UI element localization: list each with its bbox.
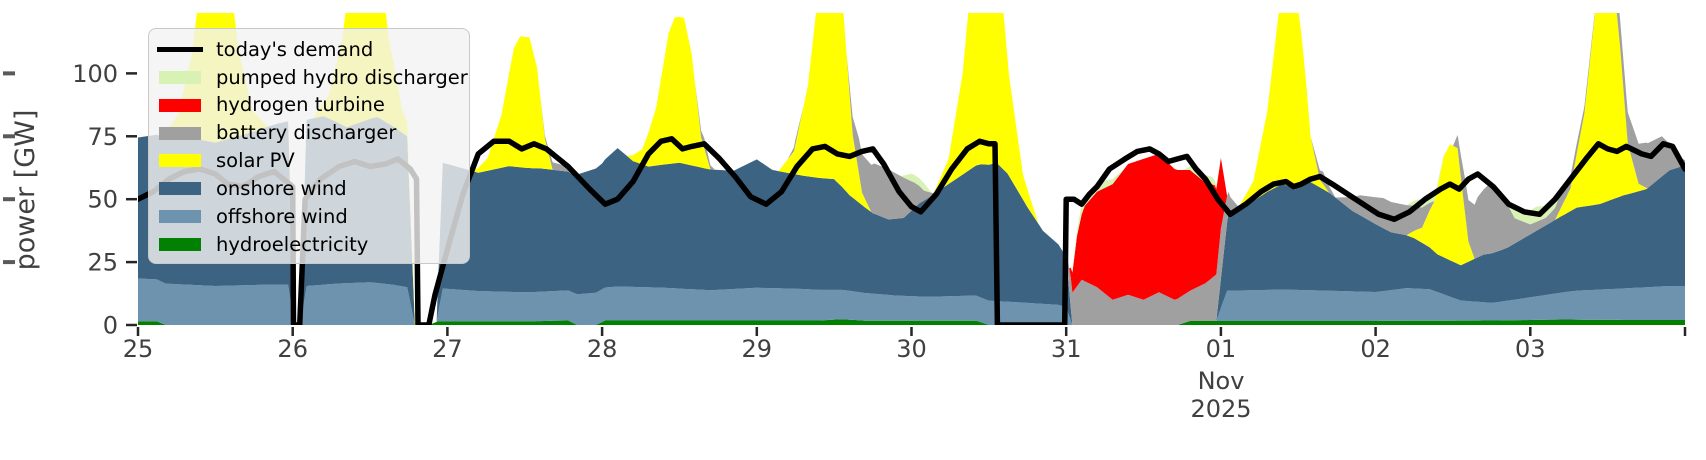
legend-label: solar PV	[216, 149, 295, 173]
x-tick-label: 30	[896, 335, 927, 363]
legend-patch-swatch-box	[156, 154, 204, 168]
legend-item: onshore wind	[156, 175, 465, 202]
legend-item: hydrogen turbine	[156, 92, 465, 119]
x-tick-label: 31	[1051, 335, 1082, 363]
legend-patch-swatch-box	[156, 210, 204, 224]
legend-patch-swatch-box	[156, 98, 204, 112]
legend-item: solar PV	[156, 147, 465, 174]
x-tick-label: 01	[1206, 335, 1237, 363]
legend-item: offshore wind	[156, 203, 465, 230]
y-tick-label: 0	[103, 312, 118, 340]
legend: today's demand pumped hydro discharger hyd…	[148, 28, 470, 264]
y-tick-label: 75	[87, 123, 118, 151]
x-tick-label: 29	[742, 335, 773, 363]
legend-item: today's demand	[156, 36, 465, 63]
y-tick-label: 25	[87, 249, 118, 277]
legend-swatch-onshore-wind	[159, 182, 201, 196]
legend-swatch-offshore-wind	[159, 210, 201, 224]
stacked-area-layers	[138, 13, 1685, 325]
legend-item: battery discharger	[156, 120, 465, 147]
y-axis-label: power [GW]	[10, 110, 41, 271]
stack-layer-hydroelectricity	[138, 319, 1685, 325]
stack-layer-solar-PV	[138, 13, 1685, 325]
legend-swatch-battery-discharger	[159, 126, 201, 140]
legend-patch-swatch-box	[156, 237, 204, 251]
legend-item: hydroelectricity	[156, 231, 465, 258]
x-tick-label: 02	[1360, 335, 1391, 363]
x-tick-label: 27	[432, 335, 463, 363]
legend-swatch-pumped-hydro-discharger	[159, 70, 201, 84]
y-tick-label: 50	[87, 186, 118, 214]
legend-label: hydroelectricity	[216, 232, 369, 256]
legend-label: today's demand	[216, 37, 374, 61]
x-tick-label: 03	[1515, 335, 1546, 363]
legend-patch-swatch-box	[156, 126, 204, 140]
legend-label: pumped hydro discharger	[216, 65, 468, 89]
legend-patch-swatch-box	[156, 70, 204, 84]
legend-label: hydrogen turbine	[216, 93, 385, 117]
x-tick-label: 25	[123, 335, 154, 363]
x-tick-label: 26	[277, 335, 308, 363]
y-tick-label: 100	[72, 60, 118, 88]
legend-line-swatch-box	[156, 47, 204, 52]
legend-swatch-today-s-demand	[157, 47, 203, 52]
legend-swatch-hydroelectricity	[159, 237, 201, 251]
x-axis-year-label: 2025	[1190, 395, 1251, 423]
x-axis-month-label: Nov	[1198, 367, 1245, 395]
legend-label: battery discharger	[216, 121, 397, 145]
legend-label: onshore wind	[216, 176, 347, 200]
legend-swatch-solar-pv	[159, 154, 201, 168]
x-tick-label: 28	[587, 335, 618, 363]
legend-swatch-hydrogen-turbine	[159, 98, 201, 112]
legend-label: offshore wind	[216, 204, 348, 228]
legend-item: pumped hydro discharger	[156, 64, 468, 91]
stack-layer-onshore-wind	[138, 116, 1685, 325]
stack-layer-offshore-wind	[138, 278, 1685, 325]
legend-patch-swatch-box	[156, 182, 204, 196]
